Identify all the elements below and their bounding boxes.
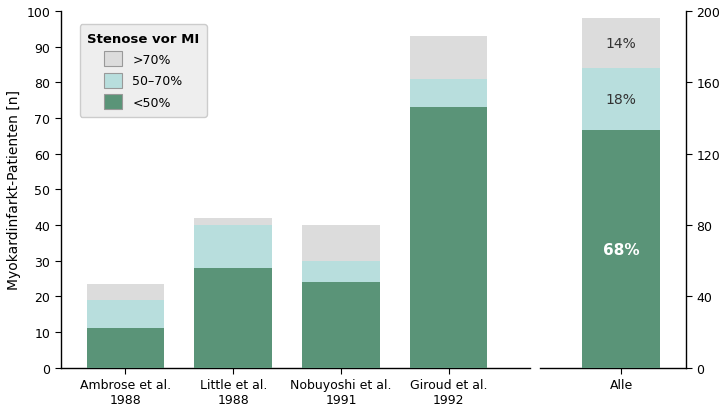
Bar: [302, 225, 379, 261]
Text: 14%: 14%: [606, 37, 636, 51]
Bar: [302, 282, 379, 368]
Bar: [87, 300, 164, 329]
Legend: >70%, 50–70%, <50%: >70%, 50–70%, <50%: [79, 25, 206, 118]
Bar: [194, 225, 272, 268]
Bar: [582, 19, 660, 69]
Y-axis label: Myokardinfarkt-Patienten [n]: Myokardinfarkt-Patienten [n]: [7, 90, 21, 290]
Bar: [582, 131, 660, 368]
Text: 18%: 18%: [606, 93, 637, 107]
Bar: [194, 218, 272, 225]
Bar: [302, 261, 379, 282]
Bar: [410, 108, 488, 368]
Bar: [194, 268, 272, 368]
Bar: [410, 80, 488, 108]
Bar: [582, 69, 660, 131]
Bar: [87, 329, 164, 368]
Bar: [87, 284, 164, 300]
Text: 68%: 68%: [603, 242, 640, 257]
Bar: [410, 37, 488, 80]
